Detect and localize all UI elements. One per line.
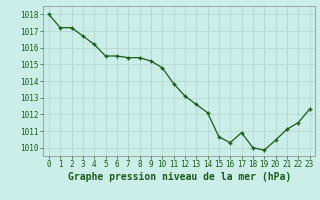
X-axis label: Graphe pression niveau de la mer (hPa): Graphe pression niveau de la mer (hPa): [68, 172, 291, 182]
